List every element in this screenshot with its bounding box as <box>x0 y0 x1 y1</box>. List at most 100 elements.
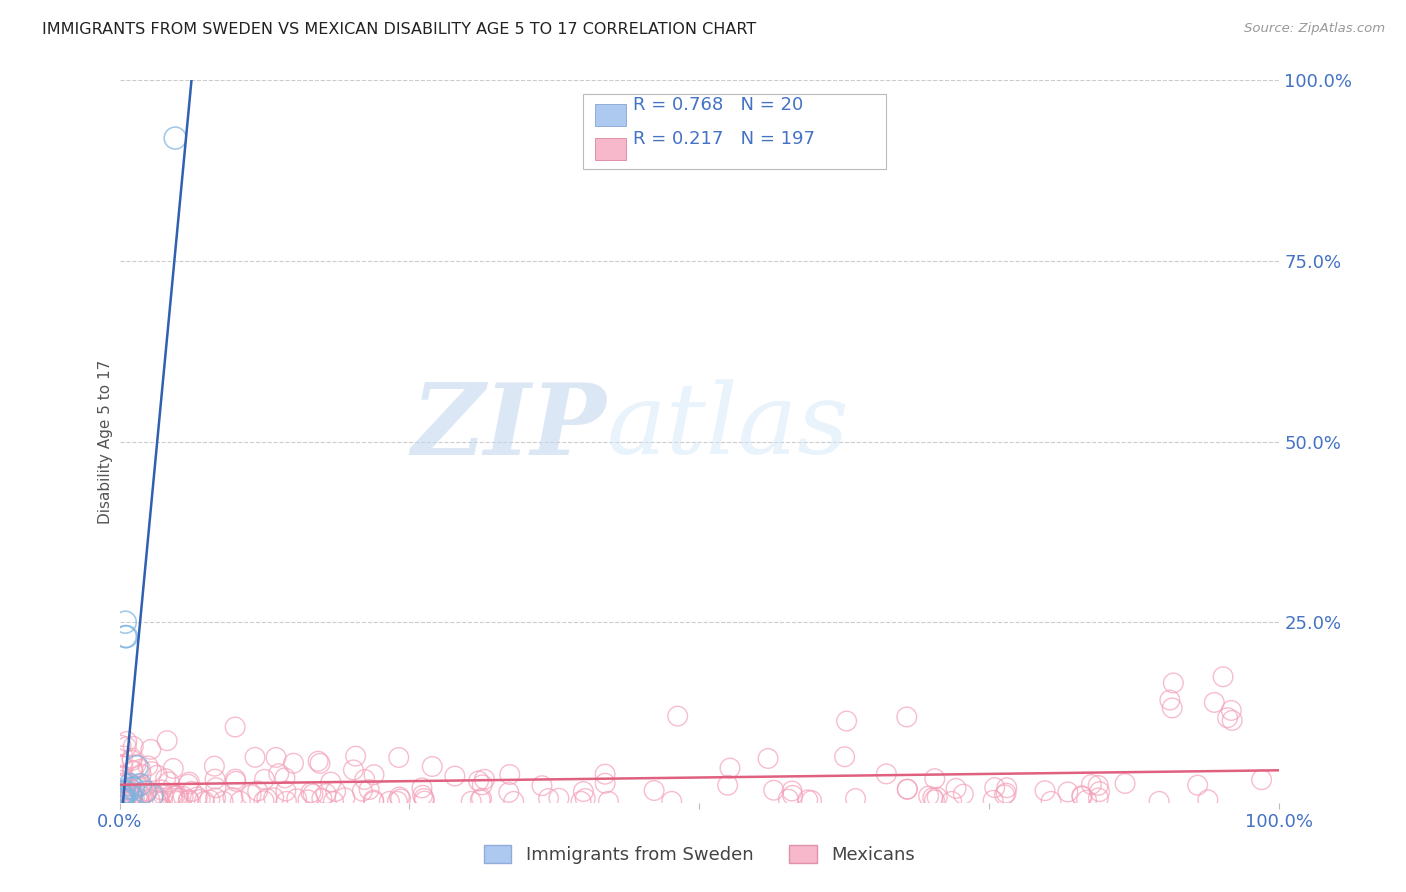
Point <box>115 789 138 803</box>
Point <box>118 781 141 796</box>
Point <box>121 764 143 778</box>
Point <box>152 794 174 808</box>
Point <box>467 773 489 788</box>
Point <box>122 781 145 796</box>
Point <box>129 767 152 781</box>
Point <box>141 789 163 803</box>
Point <box>110 770 132 784</box>
Point <box>983 780 1005 795</box>
Point <box>598 794 620 808</box>
Point <box>756 751 779 765</box>
Point <box>128 794 150 808</box>
Point <box>952 787 974 801</box>
Point <box>353 772 375 787</box>
Point <box>1161 701 1184 715</box>
Point <box>139 792 162 806</box>
Point <box>342 763 364 777</box>
Point <box>1212 670 1234 684</box>
Point <box>363 794 385 808</box>
Point <box>162 788 184 802</box>
Point <box>110 738 132 752</box>
Point <box>136 784 159 798</box>
Point <box>202 759 225 773</box>
Point <box>1080 777 1102 791</box>
Point <box>548 791 571 805</box>
Point <box>172 789 194 804</box>
Point <box>299 786 322 800</box>
Point <box>131 789 153 804</box>
Point <box>283 756 305 771</box>
Point <box>127 780 149 794</box>
Point <box>204 791 226 805</box>
Point <box>499 767 522 781</box>
Point <box>572 784 595 798</box>
Point <box>1220 714 1243 728</box>
Text: atlas: atlas <box>607 379 849 475</box>
Point <box>474 772 496 787</box>
Point <box>276 794 298 808</box>
Point <box>129 762 152 776</box>
Point <box>124 792 146 806</box>
Point <box>115 734 138 748</box>
Point <box>165 131 187 145</box>
Point <box>993 788 1015 802</box>
Point <box>995 780 1018 795</box>
Point <box>112 769 135 783</box>
Point <box>1076 793 1098 807</box>
Point <box>924 772 946 786</box>
Point <box>120 792 142 806</box>
Point <box>593 776 616 790</box>
Point <box>666 709 689 723</box>
Point <box>896 710 918 724</box>
Point <box>110 792 132 806</box>
Point <box>166 794 188 808</box>
Point <box>796 793 818 807</box>
Point <box>120 789 142 803</box>
Point <box>110 783 132 797</box>
Point <box>413 791 436 805</box>
Point <box>150 783 173 797</box>
Point <box>177 777 200 791</box>
Point <box>643 783 665 797</box>
Point <box>941 794 963 808</box>
Point <box>1033 783 1056 797</box>
Point <box>224 772 246 786</box>
Point <box>593 767 616 781</box>
Point <box>121 751 143 765</box>
Point <box>127 790 149 805</box>
Point <box>981 793 1004 807</box>
Point <box>325 784 347 798</box>
Point <box>835 714 858 728</box>
Point <box>111 792 134 806</box>
Point <box>378 794 401 808</box>
Point <box>315 787 337 801</box>
Text: R = 0.768   N = 20: R = 0.768 N = 20 <box>633 96 803 114</box>
Point <box>717 778 740 792</box>
Point <box>224 720 246 734</box>
Point <box>844 791 866 805</box>
Point <box>800 793 823 807</box>
Point <box>471 791 494 805</box>
Point <box>1216 711 1239 725</box>
Point <box>264 750 287 764</box>
Point <box>179 775 201 789</box>
Text: Source: ZipAtlas.com: Source: ZipAtlas.com <box>1244 22 1385 36</box>
Point <box>110 773 132 788</box>
Legend: Immigrants from Sweden, Mexicans: Immigrants from Sweden, Mexicans <box>475 836 924 873</box>
Point <box>1088 784 1111 798</box>
Point <box>121 789 143 804</box>
Point <box>141 790 163 805</box>
Point <box>782 789 804 803</box>
Point <box>118 778 141 792</box>
Point <box>498 785 520 799</box>
Point <box>896 782 918 797</box>
Point <box>110 777 132 791</box>
Point <box>177 793 200 807</box>
Point <box>927 790 949 805</box>
Point <box>834 749 856 764</box>
Point <box>995 786 1018 800</box>
Point <box>267 766 290 780</box>
Point <box>311 791 333 805</box>
Point <box>412 789 434 803</box>
Point <box>574 791 596 805</box>
